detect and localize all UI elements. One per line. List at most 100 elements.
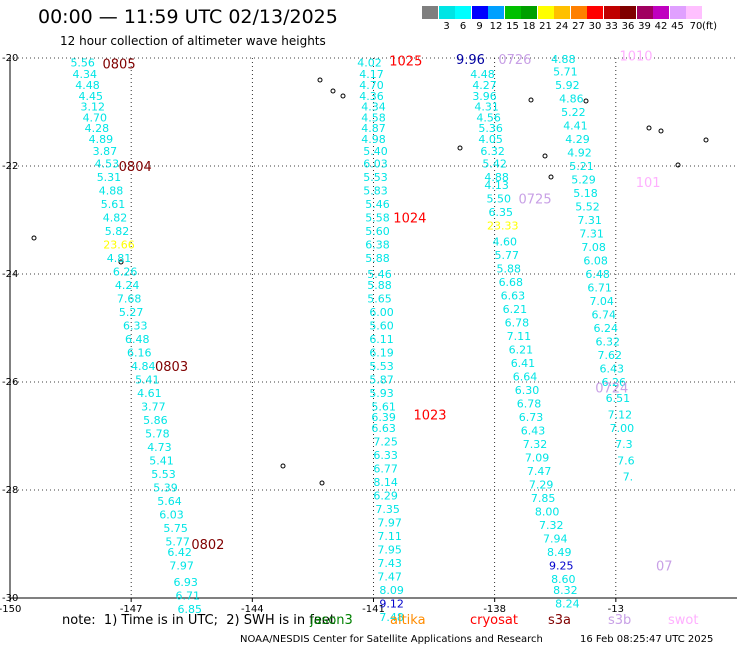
data-label: 5.61 <box>371 400 396 413</box>
data-label: 4.13 <box>484 179 509 192</box>
data-label: 5.58 <box>365 211 390 224</box>
pass-label: 0803 <box>155 360 188 375</box>
island-outline <box>703 137 709 143</box>
legend-level-label: 39 <box>638 21 651 32</box>
data-label: 5.40 <box>363 145 388 158</box>
island-outline <box>675 162 681 168</box>
data-label: 4.34 <box>72 68 97 81</box>
data-label: 4.34 <box>361 101 386 114</box>
data-label: 4.82 <box>103 211 128 224</box>
data-label: 6.74 <box>591 309 616 322</box>
pass-label: 0802 <box>191 538 224 553</box>
data-label: 8.09 <box>379 584 404 597</box>
y-tick-label: -22 <box>2 161 18 172</box>
island-outline <box>548 174 554 180</box>
data-label: 7.09 <box>525 452 550 465</box>
data-label: 7.47 <box>377 570 402 583</box>
data-label: 8.14 <box>373 476 398 489</box>
data-label: 6.08 <box>583 255 608 268</box>
data-label: 4.81 <box>107 252 132 265</box>
pass-label: 0724 <box>595 381 628 396</box>
data-label: 4.45 <box>79 90 104 103</box>
data-label: 23.66 <box>103 238 135 251</box>
data-label: 9.12 <box>379 597 404 610</box>
data-label: 5.88 <box>497 263 522 276</box>
satellite-s3b: s3b <box>608 613 632 628</box>
data-label: 6.32 <box>480 145 505 158</box>
data-label: 4.60 <box>493 236 518 249</box>
legend-swatch <box>570 6 587 19</box>
data-label: 4.86 <box>559 93 584 106</box>
data-label: 4.88 <box>551 53 576 66</box>
data-label: 6.71 <box>587 282 612 295</box>
x-tick-label: -141 <box>362 604 385 615</box>
island-outline <box>330 88 336 94</box>
data-label: 5.18 <box>573 187 598 200</box>
island-outline <box>118 259 124 265</box>
data-label: 5.77 <box>495 249 520 262</box>
data-label: 7.29 <box>529 479 554 492</box>
data-label: 5.64 <box>157 495 182 508</box>
x-tick-label: -150 <box>0 604 21 615</box>
data-label: 6.41 <box>511 357 536 370</box>
x-tick-label: -144 <box>241 604 264 615</box>
data-label: 6.48 <box>125 333 150 346</box>
data-label: 6.73 <box>519 411 544 424</box>
data-label: 5.42 <box>482 157 507 170</box>
data-label: 5.87 <box>369 373 394 386</box>
data-label: 6.51 <box>606 392 631 405</box>
data-label: 5.52 <box>575 201 600 214</box>
data-label: 6.24 <box>593 322 618 335</box>
data-label: 4.17 <box>359 68 384 81</box>
data-label: 8.49 <box>547 546 572 559</box>
data-label: 4.88 <box>99 184 124 197</box>
data-label: 6.11 <box>369 333 394 346</box>
x-tick-label: -147 <box>120 604 143 615</box>
legend-unit-label: (ft) <box>701 21 718 32</box>
y-tick-label: -30 <box>2 593 18 604</box>
legend-swatch <box>438 6 455 19</box>
data-label: 3.12 <box>81 101 106 114</box>
data-label: 5.71 <box>553 66 578 79</box>
legend-level-label: 21 <box>539 21 552 32</box>
data-label: 5.31 <box>97 171 122 184</box>
data-label: 3.87 <box>93 145 118 158</box>
data-label: 5.75 <box>163 522 188 535</box>
data-label: 6.38 <box>365 238 390 251</box>
data-label: 7.31 <box>577 214 602 227</box>
generated-time: 16 Feb 08:25:47 UTC 2025 <box>580 634 714 645</box>
data-label: 7.11 <box>507 330 532 343</box>
data-label: 5.82 <box>105 225 130 238</box>
data-label: 4.53 <box>95 157 120 170</box>
data-label: 7. <box>623 471 634 484</box>
data-label: 7.6 <box>617 454 635 467</box>
data-label: 6.63 <box>501 290 526 303</box>
legend-swatch <box>620 6 636 19</box>
legend-level-label: 36 <box>621 21 635 32</box>
data-label: 7.3 <box>615 438 633 451</box>
data-label: 7.97 <box>169 560 194 573</box>
data-label: 9.25 <box>549 560 574 573</box>
data-label: 6.85 <box>177 603 202 616</box>
legend-swatch <box>521 6 537 19</box>
island-outline <box>31 235 37 241</box>
data-label: 23.33 <box>487 219 519 232</box>
data-label: 5.41 <box>149 454 174 467</box>
satellite-cryosat: cryosat <box>470 613 518 628</box>
legend-level-label: 3 <box>443 21 450 32</box>
pass-label: 0725 <box>519 192 552 207</box>
data-label: 5.53 <box>151 468 176 481</box>
data-label: 7.11 <box>377 530 402 543</box>
data-label: 7.12 <box>608 408 633 421</box>
legend-swatch <box>504 6 521 19</box>
data-label: 5.77 <box>165 535 190 548</box>
legend-swatch <box>455 6 471 19</box>
credit-line: NOAA/NESDIS Center for Satellite Applica… <box>240 634 543 645</box>
data-label: 3.77 <box>141 400 166 413</box>
y-tick-label: -26 <box>2 377 18 388</box>
data-label: 5.56 <box>70 56 95 69</box>
data-label: 7.43 <box>377 557 402 570</box>
data-label: 6.93 <box>173 576 198 589</box>
footnote: note: 1) Time is in UTC; 2) SWH is in fe… <box>62 613 335 628</box>
y-tick-label: -24 <box>2 269 18 280</box>
